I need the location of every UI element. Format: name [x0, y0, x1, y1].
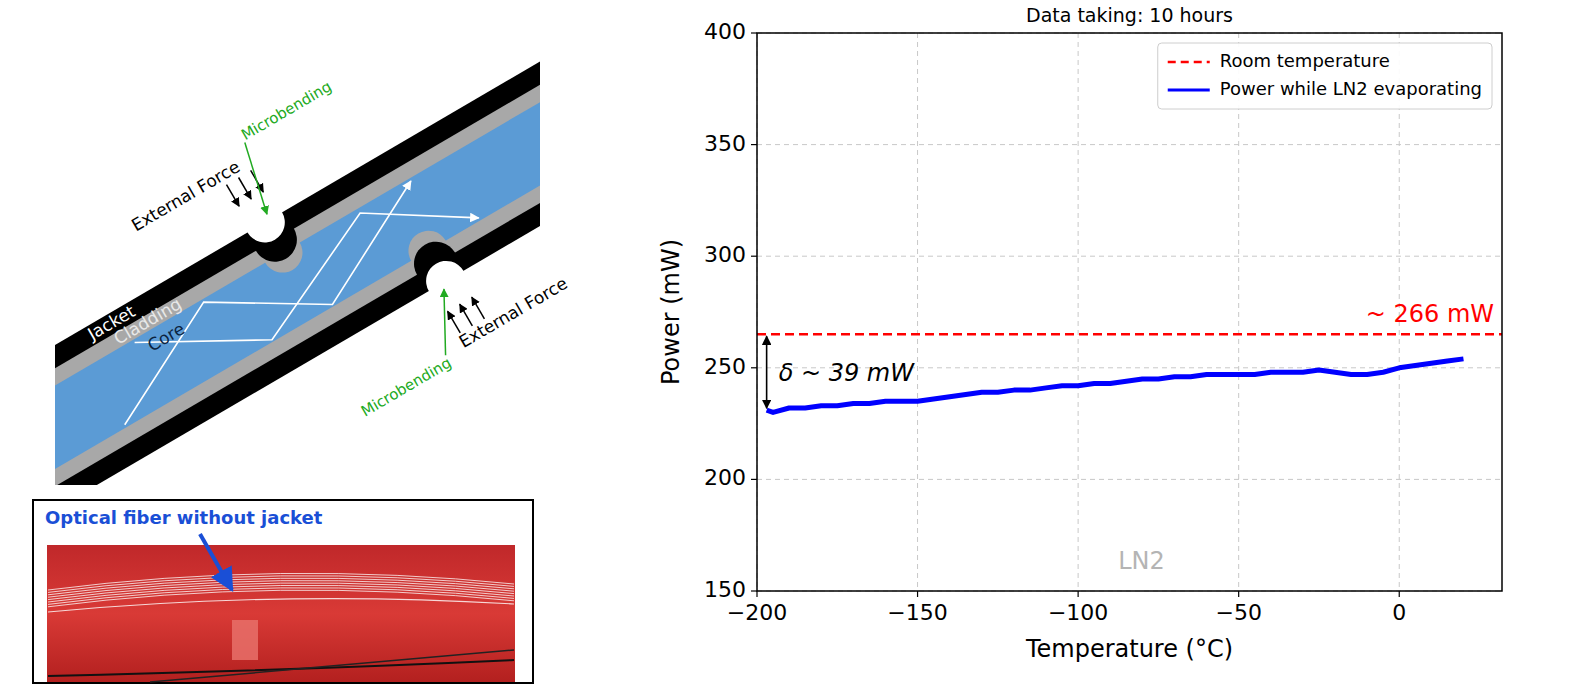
legend-label: Room temperature	[1220, 50, 1390, 71]
fiber-diagram	[55, 60, 540, 485]
cable	[150, 650, 514, 682]
bump-dent	[237, 195, 292, 250]
core	[55, 60, 540, 485]
tick-mark	[917, 591, 918, 597]
chart-title: Data taking: 10 hours	[1026, 4, 1233, 26]
force-arrow	[226, 185, 239, 207]
force-arrow	[448, 311, 461, 333]
chart: −200 −150 −100 −50 0 150 200 250 300 350 400 Data t…	[657, 4, 1502, 663]
legend: Room temperature Power while LN2 evaporat…	[1158, 43, 1492, 109]
jacket	[55, 60, 540, 485]
y-tick-label: 300	[704, 242, 746, 267]
x-tick-label: −50	[1215, 600, 1261, 625]
series-line	[767, 359, 1464, 413]
x-tick-label: −100	[1048, 600, 1108, 625]
grid-line	[757, 144, 1502, 145]
tick-mark	[1238, 591, 1239, 597]
y-tick-label: 150	[704, 577, 746, 602]
microbending-label: Microbending	[358, 354, 455, 421]
tick-mark	[751, 590, 757, 591]
tick-mark	[751, 256, 757, 257]
tick-mark	[751, 32, 757, 33]
legend-label: Power while LN2 evaporating	[1220, 78, 1482, 99]
grid-line	[917, 33, 918, 591]
force-arrow	[460, 304, 473, 326]
tick-mark	[751, 479, 757, 480]
force-label: External Force	[455, 273, 570, 352]
photo-caption: Optical fiber without jacket	[45, 507, 323, 528]
x-tick-label: −200	[727, 600, 787, 625]
fiber-strand	[48, 599, 514, 612]
y-tick-label: 400	[704, 19, 746, 44]
cable	[48, 660, 514, 676]
page: JacketCladdingCoreExternal ForceMicroben…	[0, 0, 1575, 685]
fiber-coil	[48, 573, 514, 612]
annotation: ~ 266 mW	[1366, 300, 1494, 328]
force-arrow	[472, 297, 485, 319]
y-tick-label: 200	[704, 465, 746, 490]
fiber	[55, 60, 540, 485]
grid-line	[757, 479, 1502, 480]
annotation: δ ~ 39 mW	[779, 359, 916, 387]
tick-mark	[1078, 591, 1079, 597]
tape	[232, 620, 258, 660]
x-tick-label: −150	[887, 600, 947, 625]
caption-arrow	[200, 534, 232, 590]
photo-frame	[33, 500, 533, 683]
photo-image	[47, 545, 515, 682]
force-label: External Force	[128, 156, 243, 235]
microbending-arrow	[444, 289, 446, 355]
plot-frame	[757, 33, 1502, 591]
series-line	[757, 333, 1502, 336]
microbending-label: Microbending	[238, 77, 335, 144]
bump-dent	[419, 254, 474, 309]
annotation: LN2	[1118, 547, 1165, 575]
y-tick-label: 350	[704, 131, 746, 156]
cladding	[55, 60, 540, 485]
core-label: Core	[144, 318, 188, 355]
legend-swatch	[1168, 61, 1210, 64]
legend-box	[1158, 43, 1492, 109]
force-arrow	[239, 178, 252, 200]
tick-mark	[751, 367, 757, 368]
tick-mark	[756, 591, 757, 597]
grid-line	[757, 256, 1502, 257]
delta-arrow	[766, 336, 768, 408]
y-tick-label: 250	[704, 354, 746, 379]
plot-area	[757, 334, 1502, 412]
x-tick-label: 0	[1392, 600, 1406, 625]
y-axis-title: Power (mW)	[657, 239, 685, 385]
tick-mark	[1399, 591, 1400, 597]
tick-mark	[751, 144, 757, 145]
microbending-arrow	[245, 143, 267, 215]
x-axis-title: Temperature (°C)	[1025, 635, 1233, 663]
legend-swatch	[1168, 89, 1210, 92]
grid-line	[1078, 33, 1079, 591]
grid-line	[1238, 33, 1239, 591]
